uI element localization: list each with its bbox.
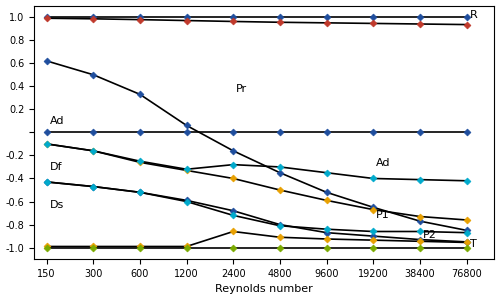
Text: Df: Df — [50, 162, 62, 172]
Text: R: R — [470, 10, 478, 20]
Text: P2: P2 — [423, 230, 437, 240]
Text: Ad: Ad — [376, 158, 391, 169]
Text: T: T — [470, 239, 476, 249]
X-axis label: Reynolds number: Reynolds number — [216, 284, 313, 294]
Text: Pr: Pr — [236, 84, 248, 94]
Text: Ad: Ad — [50, 116, 64, 126]
Text: Ds: Ds — [50, 200, 64, 210]
Text: P1: P1 — [376, 210, 390, 220]
